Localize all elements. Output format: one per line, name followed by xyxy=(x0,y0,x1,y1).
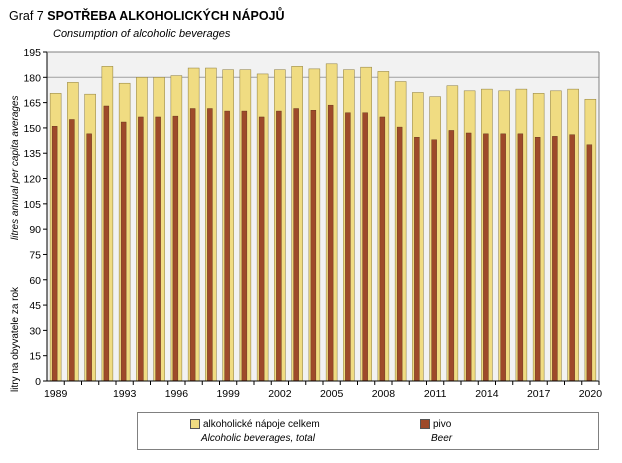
bar-beer-2006 xyxy=(345,112,351,382)
bar-beer-2010 xyxy=(414,136,420,382)
x-tick-label-2005: 2005 xyxy=(320,388,344,400)
bar-beer-2013 xyxy=(465,132,472,382)
bar-beer-1990 xyxy=(69,119,75,382)
title-main: SPOTŘEBA ALKOHOLICKÝCH NÁPOJŮ xyxy=(47,9,285,23)
y-tick-label: 180 xyxy=(23,72,41,84)
bar-beer-2016 xyxy=(517,133,524,382)
chart-title: Graf 7 SPOTŘEBA ALKOHOLICKÝCH NÁPOJŮ xyxy=(9,9,285,23)
x-tick-label-2002: 2002 xyxy=(268,388,292,400)
legend-label-total-en: Alcoholic beverages, total xyxy=(201,433,315,444)
bar-beer-2004 xyxy=(310,110,317,382)
bar-beer-1991 xyxy=(86,133,92,382)
y-tick-label: 165 xyxy=(23,98,41,110)
x-tick-label-1989: 1989 xyxy=(44,388,68,400)
bar-beer-2018 xyxy=(552,136,558,382)
y-tick-label: 30 xyxy=(29,325,41,337)
y-tick-label: 60 xyxy=(29,275,41,287)
y-tick-label: 120 xyxy=(23,174,41,186)
y-axis-label-cz: litry na obyvatele za rok xyxy=(10,286,21,392)
bar-beer-2019 xyxy=(569,134,575,382)
bar-beer-1992 xyxy=(103,105,110,382)
bar-beer-2007 xyxy=(362,112,368,382)
x-tick-label-2008: 2008 xyxy=(372,388,396,400)
x-tick-label-1993: 1993 xyxy=(113,388,137,400)
x-tick-label-1999: 1999 xyxy=(216,388,240,400)
bar-beer-2009 xyxy=(396,126,403,382)
y-axis-label-en: litres annual per capita averages xyxy=(10,95,21,240)
y-tick-label: 45 xyxy=(29,300,41,312)
title-prefix: Graf 7 xyxy=(9,9,44,23)
x-tick-label-1996: 1996 xyxy=(165,388,189,400)
bar-beer-1993 xyxy=(120,121,127,382)
bar-beer-1998 xyxy=(207,108,213,382)
legend-swatch-total xyxy=(190,419,200,430)
x-tick-label-2017: 2017 xyxy=(527,388,551,400)
y-tick-label: 15 xyxy=(29,351,41,363)
x-tick-label-2011: 2011 xyxy=(424,388,447,400)
bar-beer-1997 xyxy=(189,108,196,382)
legend-label-beer: pivo xyxy=(433,419,452,430)
y-tick-label: 75 xyxy=(29,249,41,261)
bar-beer-2000 xyxy=(241,110,248,382)
bar-beer-2008 xyxy=(379,116,386,382)
bar-beer-1995 xyxy=(155,116,161,382)
legend: alkoholické nápoje celkem Alcoholic beve… xyxy=(137,412,599,450)
legend-swatch-beer xyxy=(420,419,430,430)
bar-beer-2005 xyxy=(327,104,334,382)
legend-label-beer-en: Beer xyxy=(431,433,453,444)
y-tick-label: 135 xyxy=(23,148,41,160)
bar-beer-2015 xyxy=(500,133,506,382)
chart-subtitle: Consumption of alcoholic beverages xyxy=(53,28,231,40)
bar-beer-2014 xyxy=(483,133,489,382)
bar-beer-2003 xyxy=(293,108,299,382)
y-tick-label: 0 xyxy=(35,376,41,388)
x-tick-label-2014: 2014 xyxy=(475,388,499,400)
bar-beer-2011 xyxy=(431,139,437,382)
bar-beer-1989 xyxy=(51,126,58,382)
bar-beer-1999 xyxy=(224,110,230,382)
legend-label-total: alkoholické nápoje celkem xyxy=(203,419,320,430)
bar-beer-2001 xyxy=(258,116,265,382)
bar-beer-1996 xyxy=(172,115,179,382)
y-tick-label: 105 xyxy=(23,199,41,211)
legend-item-beer: pivo xyxy=(420,419,451,430)
x-tick-label-2020: 2020 xyxy=(579,388,603,400)
bar-beer-2002 xyxy=(276,110,282,382)
bar-beer-2017 xyxy=(534,136,541,382)
bar-beer-2012 xyxy=(448,130,455,382)
y-tick-label: 195 xyxy=(23,47,41,59)
legend-item-total: alkoholické nápoje celkem xyxy=(190,419,320,430)
y-tick-label: 90 xyxy=(29,224,41,236)
y-tick-label: 150 xyxy=(23,123,41,135)
bar-beer-1994 xyxy=(138,116,144,382)
bar-beer-2020 xyxy=(586,144,593,382)
